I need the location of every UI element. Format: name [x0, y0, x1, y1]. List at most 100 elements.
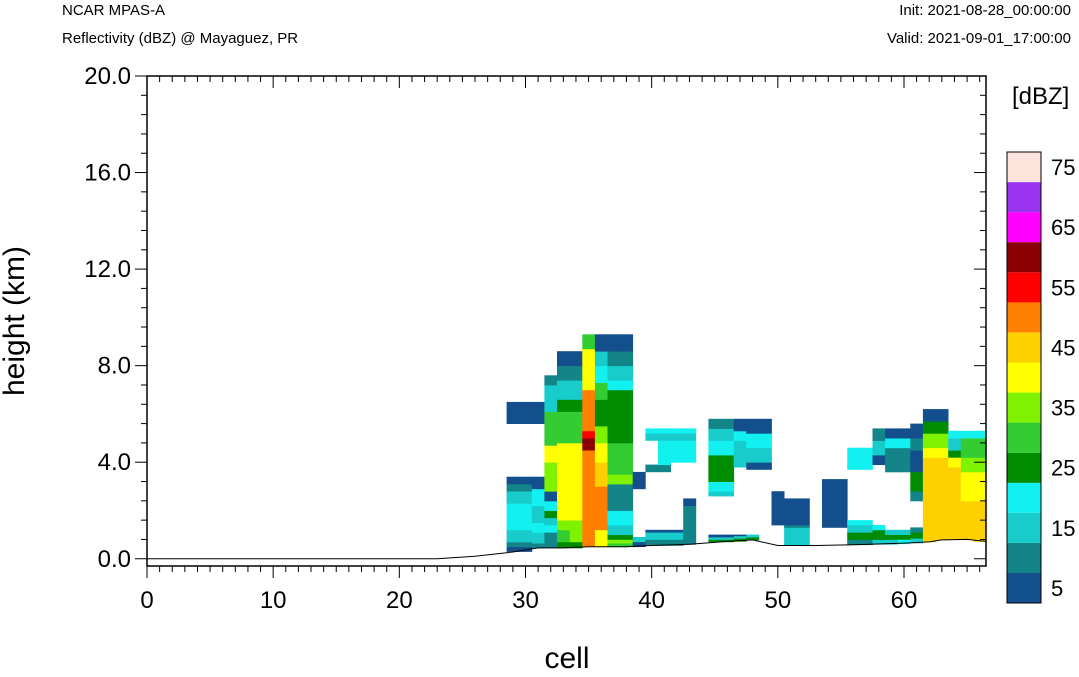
reflectivity-cell [557, 380, 570, 400]
reflectivity-cell [620, 413, 634, 444]
reflectivity-cell [607, 442, 621, 463]
reflectivity-cell [620, 442, 634, 463]
reflectivity-cell [960, 471, 974, 502]
reflectivity-cell [569, 541, 583, 549]
reflectivity-cell [948, 486, 962, 540]
colorbar-tick-label: 45 [1051, 335, 1075, 360]
reflectivity-cell [544, 525, 558, 533]
reflectivity-cell [620, 351, 634, 367]
reflectivity-cell [683, 498, 697, 506]
reflectivity-cell [658, 464, 671, 473]
reflectivity-cell [973, 500, 987, 542]
reflectivity-cell [885, 438, 899, 449]
reflectivity-cell [670, 539, 684, 546]
reflectivity-cell [708, 537, 722, 540]
x-axis-title: cell [544, 642, 589, 675]
reflectivity-cell [544, 510, 558, 519]
reflectivity-cell [569, 399, 583, 412]
reflectivity-cell [897, 462, 911, 473]
reflectivity-cell [582, 442, 596, 451]
reflectivity-cell [721, 418, 735, 429]
reflectivity-cell [935, 433, 949, 449]
reflectivity-cell [658, 529, 671, 533]
reflectivity-cell [582, 334, 596, 350]
reflectivity-cell [897, 529, 911, 535]
reflectivity-cell [544, 517, 558, 526]
reflectivity-cell [557, 529, 570, 543]
reflectivity-cell [935, 457, 949, 541]
reflectivity-cell [658, 532, 671, 540]
reflectivity-cell [531, 401, 545, 424]
reflectivity-cell [683, 505, 697, 545]
reflectivity-cell [620, 525, 634, 536]
reflectivity-cell [910, 438, 924, 451]
reflectivity-cell [607, 389, 621, 415]
reflectivity-cell [796, 498, 810, 526]
reflectivity-cell [885, 534, 899, 540]
reflectivity-cell [670, 428, 684, 434]
reflectivity-cell [960, 438, 974, 458]
reflectivity-cell [607, 413, 621, 444]
reflectivity-cell [859, 525, 873, 533]
reflectivity-cell [721, 428, 735, 441]
field-description: Reflectivity (dBZ) @ Mayaguez, PR [62, 30, 299, 47]
reflectivity-cell [733, 418, 747, 432]
reflectivity-cell [746, 462, 760, 470]
reflectivity-cell [922, 409, 936, 422]
reflectivity-cell [557, 520, 570, 531]
colorbar: 5 15 25 35 45 55 65 75 [1006, 151, 1075, 604]
reflectivity-cell [796, 525, 810, 528]
reflectivity-cell [910, 471, 924, 492]
reflectivity-cell [670, 532, 684, 540]
reflectivity-cell [594, 515, 608, 531]
reflectivity-cell [822, 479, 835, 528]
reflectivity-cell [721, 455, 735, 482]
reflectivity-cell [569, 442, 583, 473]
colorbar-swatch [1007, 242, 1041, 273]
colorbar-swatch [1007, 332, 1041, 363]
reflectivity-cell [859, 539, 873, 546]
reflectivity-cell [557, 365, 570, 381]
reflectivity-cell [544, 445, 558, 463]
reflectivity-cell [885, 428, 899, 439]
reflectivity-cell [620, 334, 634, 352]
reflectivity-cell [771, 491, 785, 526]
reflectivity-cell [746, 418, 760, 434]
reflectivity-cell [721, 539, 735, 543]
reflectivity-cell [594, 486, 608, 516]
reflectivity-cell [519, 491, 533, 504]
reflectivity-cell [847, 532, 861, 540]
reflectivity-cell [670, 529, 684, 533]
reflectivity-cell [948, 467, 962, 487]
reflectivity-cell [708, 491, 722, 497]
reflectivity-cell [885, 529, 899, 535]
reflectivity-cell [670, 440, 684, 453]
reflectivity-cell [948, 450, 962, 458]
reflectivity-cell [721, 537, 735, 540]
valid-time: Valid: 2021-09-01_17:00:00 [886, 30, 1071, 47]
reflectivity-cell [569, 498, 583, 521]
reflectivity-cell [620, 474, 634, 485]
reflectivity-cell [506, 476, 520, 485]
colorbar-swatch [1007, 392, 1041, 423]
reflectivity-cell [910, 423, 924, 439]
reflectivity-cell [620, 365, 634, 381]
reflectivity-cell [506, 546, 520, 552]
colorbar-tick-label: 15 [1051, 516, 1075, 541]
reflectivity-cell [620, 380, 634, 391]
reflectivity-cell [594, 399, 608, 427]
reflectivity-cell [506, 529, 520, 543]
reflectivity-cell [557, 442, 570, 473]
reflectivity-cell [859, 447, 873, 470]
reflectivity-cell [922, 447, 936, 458]
colorbar-swatch [1007, 452, 1041, 483]
reflectivity-cell [872, 455, 886, 466]
reflectivity-cell [872, 529, 886, 540]
reflectivity-cell [733, 440, 747, 456]
reflectivity-cell [519, 483, 533, 492]
reflectivity-cell [607, 525, 621, 536]
reflectivity-cell [897, 447, 911, 463]
x-tick-label: 20 [386, 587, 413, 614]
reflectivity-cell [721, 481, 735, 492]
reflectivity-cell [897, 539, 911, 545]
